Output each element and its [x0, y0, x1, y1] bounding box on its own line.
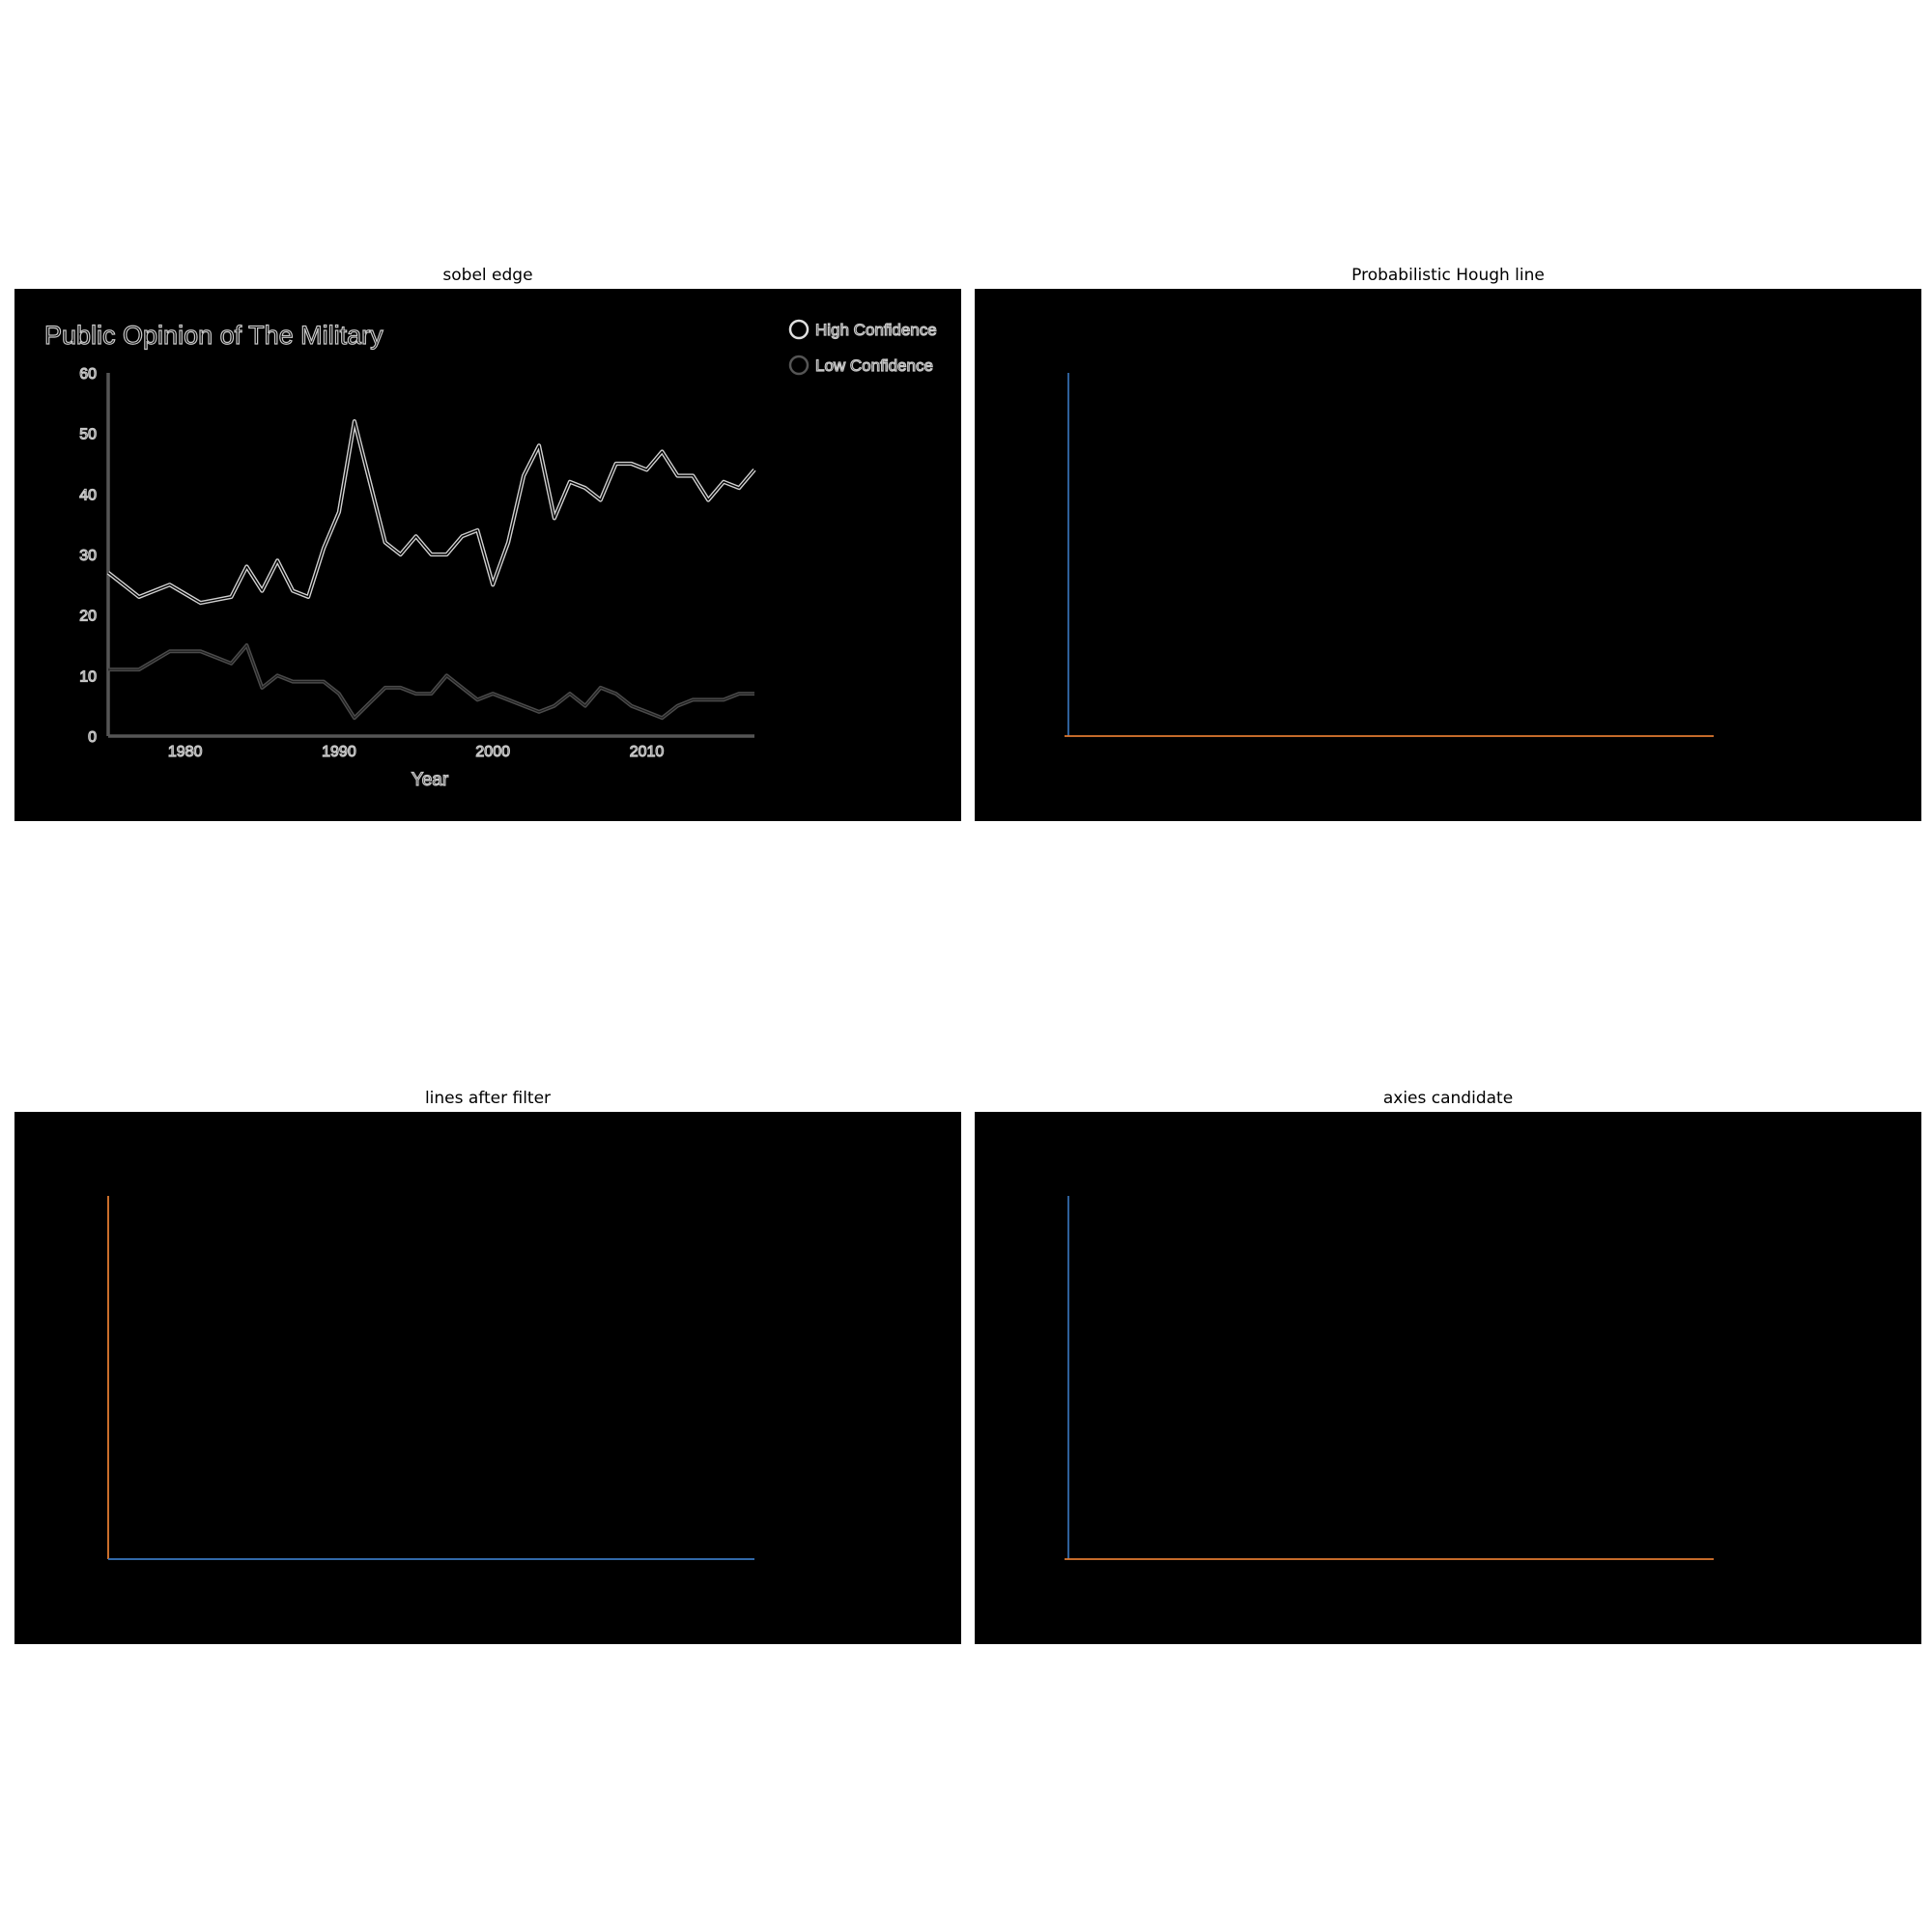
- panel-background: [14, 289, 961, 821]
- panel-title-filtered: lines after filter: [424, 1089, 552, 1108]
- chart-series: [106, 419, 756, 721]
- legend: High Confidence Low Confidence: [788, 319, 937, 376]
- sobel-edge-panel: Public Opinion of The Military High Conf…: [14, 289, 961, 821]
- panel-background: [975, 289, 1921, 821]
- chart-tick-labels: 0 10 20 30 40 50 60 1980 1990 2000 2010: [79, 365, 665, 760]
- legend-label-high: High Confidence: [815, 321, 937, 339]
- panel-background: [975, 1112, 1921, 1644]
- chart-title: Public Opinion of The Military: [44, 321, 384, 350]
- y-tick-label: 30: [79, 548, 97, 564]
- chart-axes: [106, 373, 754, 738]
- y-tick-label: 40: [79, 487, 97, 503]
- x-tick-label: 2000: [475, 744, 510, 760]
- y-tick-label: 10: [79, 668, 97, 685]
- y-tick-label: 50: [79, 427, 97, 443]
- filtered-lines-panel: [14, 1112, 961, 1644]
- legend-marker-high: [788, 319, 810, 340]
- x-tick-label: 1980: [168, 744, 203, 760]
- legend-label-low: Low Confidence: [815, 356, 933, 375]
- y-tick-label: 60: [79, 366, 97, 383]
- panel-background: [14, 1112, 961, 1644]
- y-tick-label: 20: [79, 609, 97, 625]
- x-axis-label: Year: [412, 770, 449, 790]
- y-tick-label: 0: [88, 729, 97, 746]
- panel-title-sobel: sobel edge: [442, 266, 533, 285]
- panel-title-axes: axies candidate: [1382, 1089, 1514, 1108]
- x-tick-label: 2010: [630, 744, 665, 760]
- series-line-low-confidence: [108, 643, 754, 721]
- axes-candidate-panel: [975, 1112, 1921, 1644]
- series-line-high-confidence: [106, 419, 756, 606]
- panel-title-hough: Probabilistic Hough line: [1351, 266, 1545, 285]
- hough-line-panel: [975, 289, 1921, 821]
- legend-marker-low: [788, 355, 810, 376]
- x-tick-label: 1990: [322, 744, 356, 760]
